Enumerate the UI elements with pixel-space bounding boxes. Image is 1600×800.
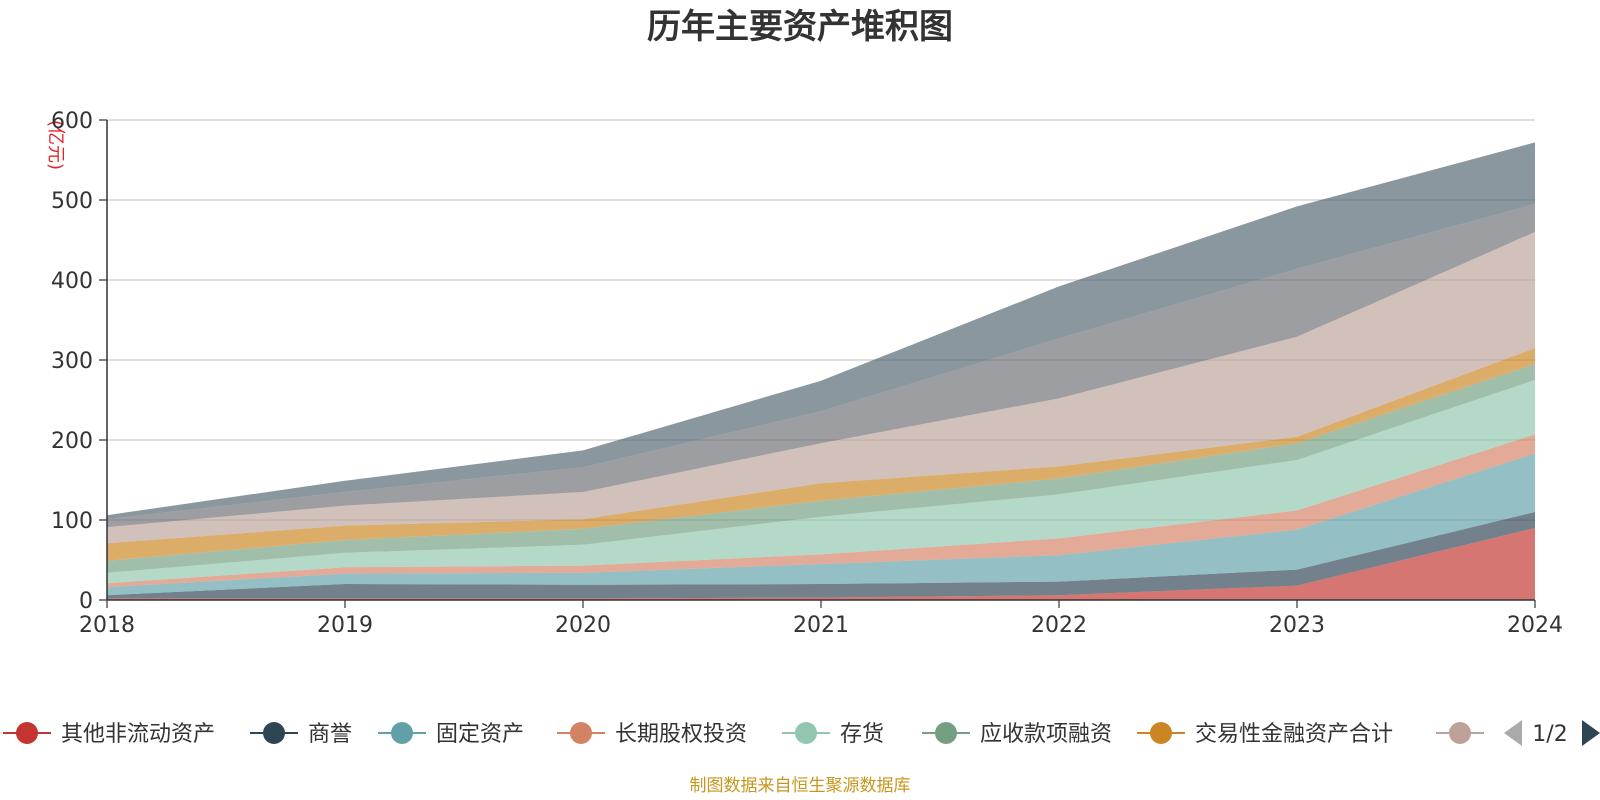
legend-label: 存货 [840, 722, 884, 747]
y-tick-label: 200 [51, 429, 93, 454]
area-series-6 [107, 364, 1535, 573]
legend-item-3: 固定资产 [378, 722, 524, 747]
legend-item-5: 存货 [782, 722, 884, 747]
y-tick-label: 400 [51, 269, 93, 294]
chart-title: 历年主要资产堆积图 [647, 7, 953, 47]
x-tick-label: 2018 [79, 613, 135, 638]
area-series-3 [107, 453, 1535, 596]
legend: 其他非流动资产 商誉 固定资产 长期股权投资 存货 应收款项融资 交易性金融资产合计 1/2 [3, 720, 1600, 747]
y-axis-unit: (亿元) [45, 120, 66, 170]
area-series [107, 142, 1535, 600]
axes: 0 100 200 300 400 500 600 2018 2019 2020 2021 2022 2… [51, 109, 1563, 638]
area-series-5 [107, 380, 1535, 584]
legend-label: 长期股权投资 [615, 722, 747, 747]
legend-page-indicator: 1/2 [1532, 722, 1567, 747]
legend-marker [1449, 722, 1471, 744]
area-series-7 [107, 348, 1535, 561]
x-tick-label: 2024 [1507, 613, 1563, 638]
x-tick-label: 2022 [1031, 613, 1087, 638]
legend-item-1: 其他非流动资产 [3, 722, 215, 747]
y-tick-label: 100 [51, 509, 93, 534]
legend-label: 交易性金融资产合计 [1195, 722, 1393, 747]
legend-marker [391, 722, 413, 744]
legend-label: 商誉 [308, 722, 352, 747]
y-tick-label: 500 [51, 189, 93, 214]
area-series-2 [107, 512, 1535, 599]
x-tick-label: 2023 [1269, 613, 1325, 638]
legend-item-4: 长期股权投资 [557, 722, 747, 747]
x-tick-label: 2021 [793, 613, 849, 638]
source-note: 制图数据来自恒生聚源数据库 [690, 776, 911, 796]
legend-marker [1150, 722, 1172, 744]
next-page-icon[interactable] [1582, 720, 1600, 746]
prev-page-icon[interactable] [1504, 720, 1522, 746]
legend-marker [570, 722, 592, 744]
area-series-4 [107, 434, 1535, 588]
y-tick-label: 300 [51, 349, 93, 374]
legend-marker [16, 722, 38, 744]
legend-label: 固定资产 [436, 722, 524, 747]
legend-item-8 [1436, 722, 1484, 744]
x-tick-label: 2019 [317, 613, 373, 638]
x-tick-label: 2020 [555, 613, 611, 638]
area-series-8 [107, 232, 1535, 544]
y-tick-label: 600 [51, 109, 93, 134]
legend-label: 应收款项融资 [980, 722, 1112, 747]
legend-marker [795, 722, 817, 744]
legend-marker [263, 722, 285, 744]
legend-marker [935, 722, 957, 744]
area-series-1 [107, 528, 1535, 600]
legend-item-7: 交易性金融资产合计 [1137, 722, 1393, 747]
legend-item-6: 应收款项融资 [922, 722, 1112, 747]
legend-item-2: 商誉 [250, 722, 352, 747]
legend-label: 其他非流动资产 [61, 722, 215, 747]
y-tick-label: 0 [79, 589, 93, 614]
